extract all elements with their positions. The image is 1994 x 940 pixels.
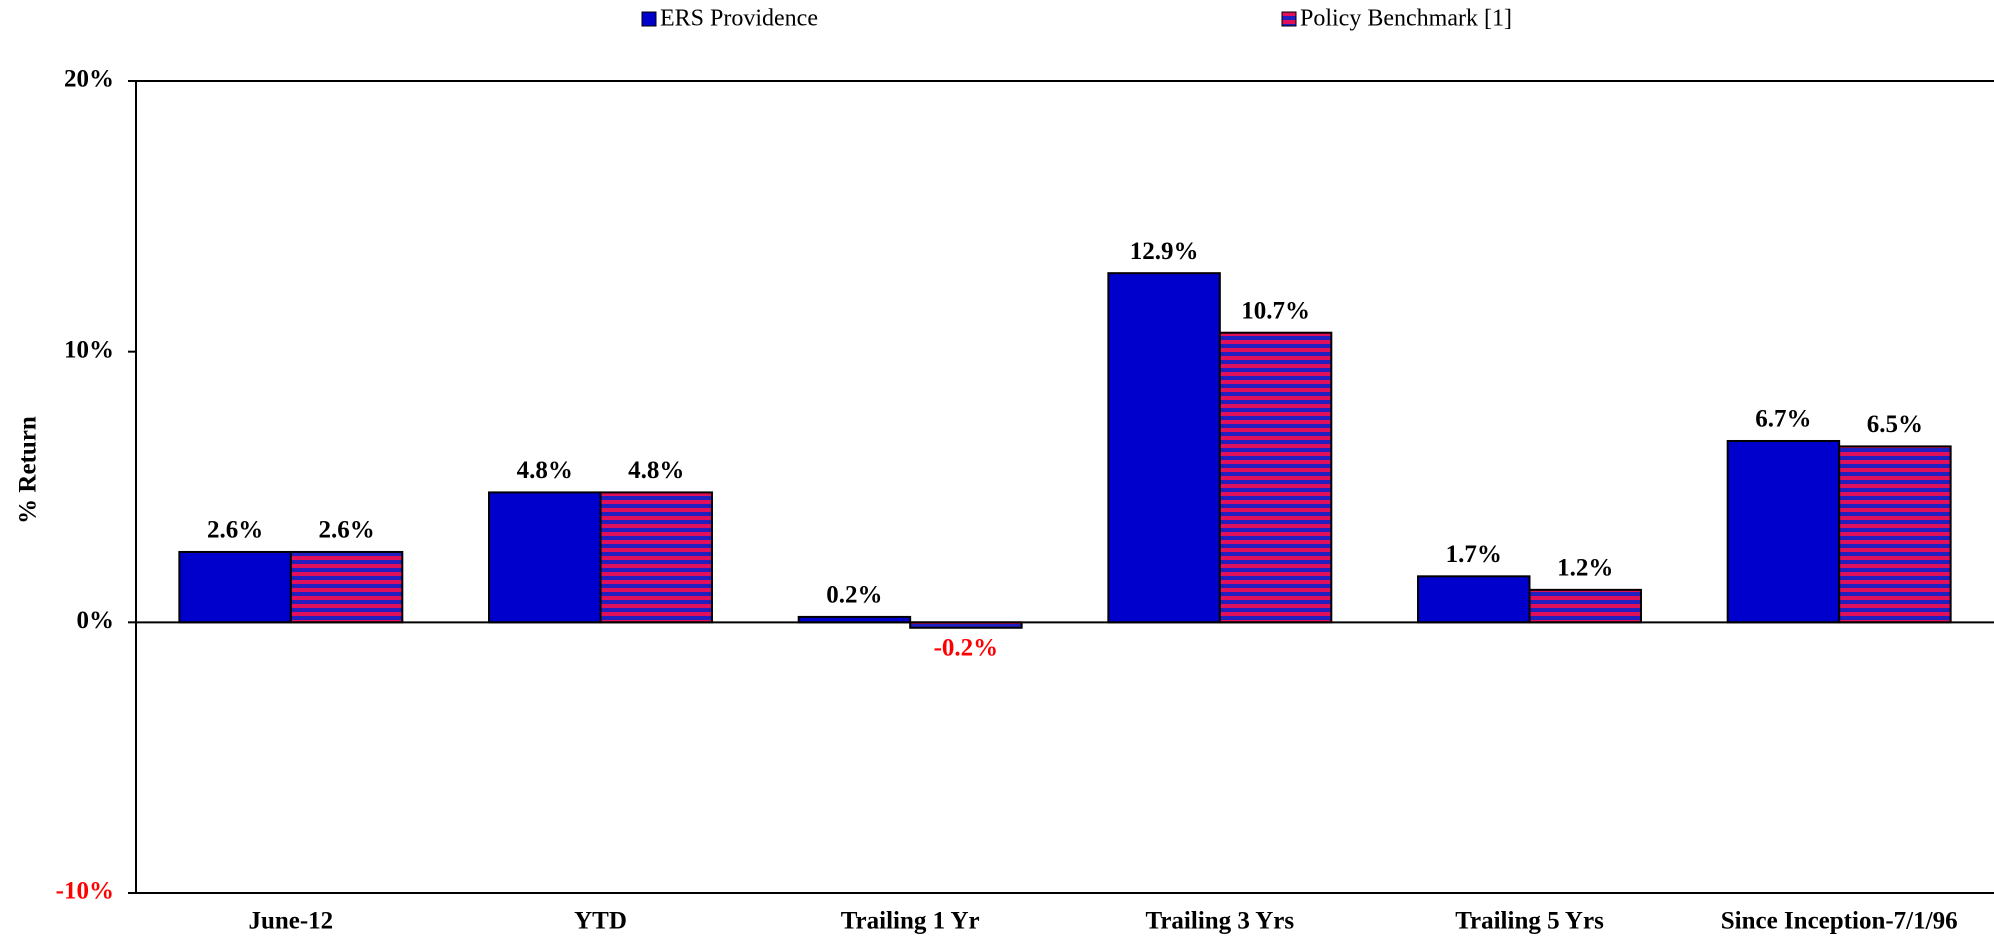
bar: [1838, 445, 1952, 624]
x-tick-label: Trailing 5 Yrs: [1455, 908, 1604, 935]
legend-label: ERS Providence: [660, 6, 818, 32]
legend-swatch: [641, 11, 657, 27]
x-tick-label: Since Inception-7/1/96: [1721, 908, 1958, 935]
data-label: 2.6%: [318, 517, 374, 544]
data-label: 1.7%: [1446, 541, 1502, 568]
data-label: 1.2%: [1557, 555, 1613, 582]
x-tick-label: Trailing 3 Yrs: [1146, 908, 1295, 935]
data-label: 12.9%: [1130, 238, 1199, 265]
data-label: 2.6%: [207, 517, 263, 544]
bar: [289, 550, 404, 624]
bar: [1417, 575, 1531, 624]
data-label: 6.7%: [1755, 406, 1811, 433]
bar: [599, 491, 713, 624]
data-label: 4.8%: [628, 457, 684, 484]
x-tick-label: Trailing 1 Yr: [841, 908, 980, 935]
y-tick-label: 0%: [77, 607, 115, 634]
bar: [1528, 588, 1642, 624]
y-axis-label: % Return: [15, 416, 42, 524]
legend-label: Policy Benchmark [1]: [1300, 6, 1512, 32]
bar: [1726, 439, 1841, 624]
y-tick-label: -10%: [56, 878, 114, 905]
bar: [1218, 331, 1333, 624]
data-label: 4.8%: [517, 457, 573, 484]
x-tick-label: June-12: [248, 908, 333, 935]
x-tick-label: YTD: [574, 908, 627, 935]
legend-swatch: [1281, 11, 1297, 27]
bar: [178, 550, 292, 624]
data-label: -0.2%: [934, 634, 999, 661]
bar: [1107, 272, 1221, 624]
data-label: 0.2%: [826, 582, 882, 609]
data-label: 6.5%: [1867, 411, 1923, 438]
y-tick-label: 10%: [64, 336, 114, 363]
bar: [488, 491, 602, 624]
y-tick-label: 20%: [64, 66, 114, 93]
data-label: 10.7%: [1241, 297, 1310, 324]
